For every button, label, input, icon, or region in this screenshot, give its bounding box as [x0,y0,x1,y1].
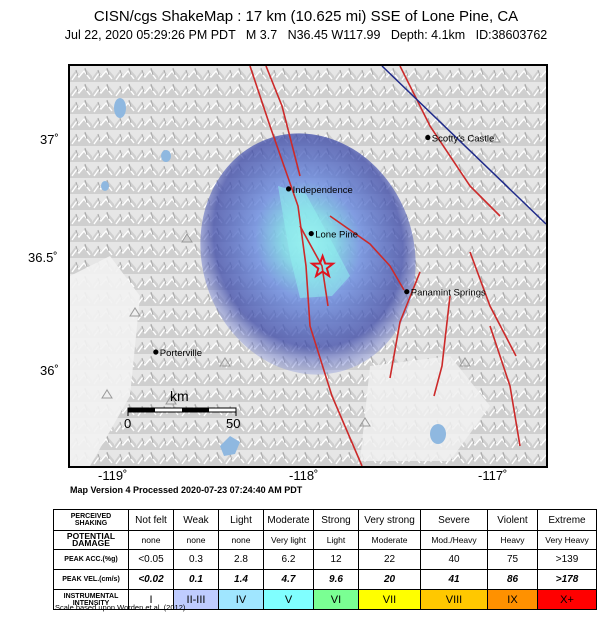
vel-cell: 20 [358,569,421,590]
shaking-cell: Not felt [128,509,174,531]
intensity-legend: PERCEIVED SHAKING Not felt Weak Light Moder… [53,509,597,610]
intensity-cell: II-III [173,589,219,610]
acc-cell: 0.3 [173,549,219,570]
vel-cell: 9.6 [313,569,359,590]
fault-lines [249,66,521,466]
lat-label-36: 36˚ [40,363,59,378]
city-label: Panamint Springs [411,288,486,299]
map-title: CISN/cgs ShakeMap : 17 km (10.625 mi) SS… [93,8,519,25]
city-marker [404,289,410,295]
scale-bar [127,407,237,416]
map-subtitle: Jul 22, 2020 05:29:26 PM PDT M 3.7 N36.4… [64,28,548,42]
acc-cell: 22 [358,549,421,570]
basin-area [360,356,490,461]
peak-shaking-area [278,186,350,298]
city-marker [308,230,314,237]
water-bodies [101,98,446,456]
vel-cell: <0.02 [128,569,174,590]
lon-label-119: -119˚ [98,468,128,483]
scale-min: 0 [124,416,132,431]
damage-cell: Very light [263,530,314,550]
map-version-line: Map Version 4 Processed 2020-07-23 07:24… [70,485,303,495]
intensity-cell: IX [487,589,538,610]
city-label: Porterville [160,348,202,359]
shaking-cell: Moderate [263,509,314,531]
shaking-cell: Very strong [358,509,421,531]
lat-label-37: 37˚ [40,132,59,147]
lat-label-36-5: 36.5˚ [28,250,58,265]
intensity-cell: VII [358,589,421,610]
damage-cell: none [128,530,174,550]
vel-cell: 0.1 [173,569,219,590]
vel-cell: 41 [420,569,488,590]
intensity-cell: VIII [420,589,488,610]
legend-header-shaking: PERCEIVED SHAKING [53,509,129,531]
damage-cell: Heavy [487,530,538,550]
legend-header-damage: POTENTIAL DAMAGE [53,530,129,550]
damage-cell: none [218,530,264,550]
damage-cell: Light [313,530,359,550]
legend-row-shaking: PERCEIVED SHAKING Not felt Weak Light Moder… [53,509,597,531]
city-marker [425,134,431,141]
scale-unit: km [170,388,189,404]
shakemap-panel[interactable]: Scotty's Castle Independence Lone Pine Pana… [68,64,548,468]
legend-row-vel: PEAK VEL.(cm/s) <0.02 0.1 1.4 4.7 9.6 20 41 86 >… [53,569,597,590]
shaking-cell: Extreme [537,509,597,531]
peak-triangles [101,133,501,427]
legend-row-damage: POTENTIAL DAMAGE none none none Very light L… [53,530,597,550]
intensity-cell: IV [218,589,264,610]
shaking-cell: Violent [487,509,538,531]
city-label: Scotty's Castle [432,134,495,145]
scale-reference: Scale based upon Worden et al. (2012) [55,603,186,612]
city-marker [153,349,159,355]
shaking-cell: Strong [313,509,359,531]
legend-row-intensity: INSTRUMENTAL INTENSITY I II-III IV V VI VII VI… [53,589,597,610]
damage-cell: Very Heavy [537,530,597,550]
vel-cell: 1.4 [218,569,264,590]
shaking-cell: Light [218,509,264,531]
city-label: Lone Pine [315,230,358,241]
vel-cell: 86 [487,569,538,590]
acc-cell: 40 [420,549,488,570]
acc-cell: <0.05 [128,549,174,570]
acc-cell: 6.2 [263,549,314,570]
intensity-cell: VI [313,589,359,610]
legend-header-vel: PEAK VEL.(cm/s) [53,569,129,590]
lon-label-118: -118˚ [289,468,319,483]
shaking-cell: Weak [173,509,219,531]
map-overlay: Scotty's Castle Independence Lone Pine Pana… [127,134,495,416]
intensity-cell: X+ [537,589,597,610]
vel-cell: >178 [537,569,597,590]
legend-header-acc: PEAK ACC.(%g) [53,549,129,570]
acc-cell: 75 [487,549,538,570]
state-border [381,66,546,225]
acc-cell: 2.8 [218,549,264,570]
city-marker [285,186,292,192]
shakemap-canvas [70,66,546,466]
intensity-cell: V [263,589,314,610]
legend-row-acc: PEAK ACC.(%g) <0.05 0.3 2.8 6.2 12 22 40 75 >139 [53,549,597,570]
lon-label-117: -117˚ [478,468,508,483]
acc-cell: 12 [313,549,359,570]
vel-cell: 4.7 [263,569,314,590]
legend-header-intensity: INSTRUMENTAL INTENSITY [53,589,129,610]
star-icon [309,253,336,279]
damage-cell: none [173,530,219,550]
shaking-cell: Severe [420,509,488,531]
city-label: Independence [293,185,353,196]
acc-cell: >139 [537,549,597,570]
damage-cell: Moderate [358,530,421,550]
damage-cell: Mod./Heavy [420,530,488,550]
scale-max: 50 [226,416,241,431]
central-valley [70,256,140,466]
